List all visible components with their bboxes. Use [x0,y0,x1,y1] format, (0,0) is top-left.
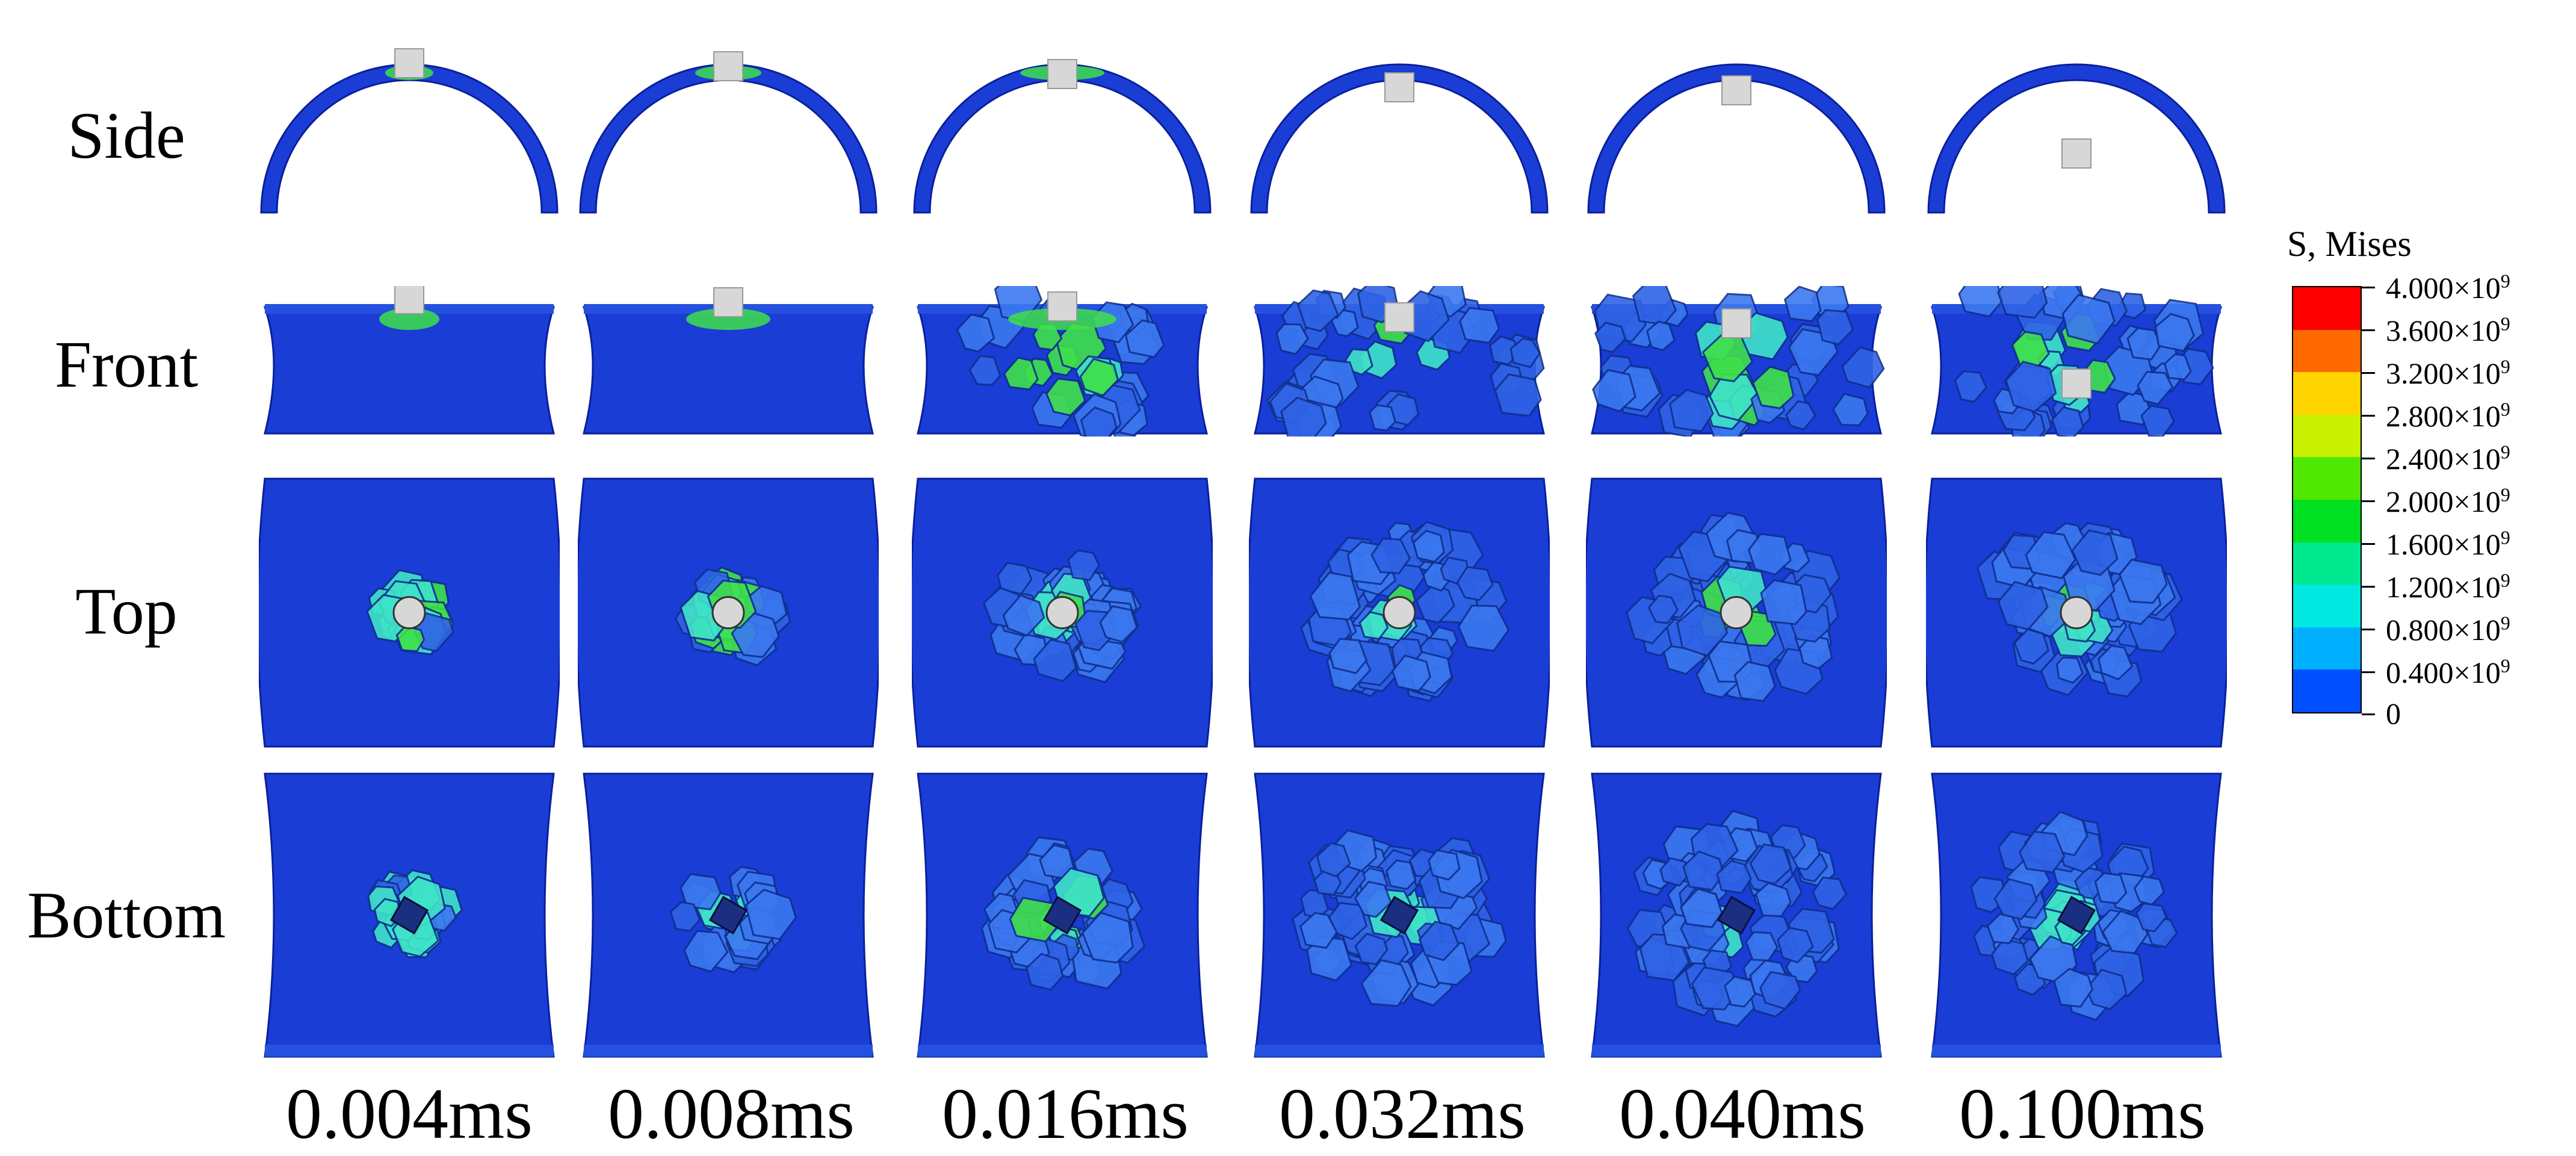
legend-swatch [2293,670,2361,712]
legend-tick-label: 3.200×109 [2362,356,2510,388]
time-label-4: 0.040ms [1618,1074,1866,1154]
panel-top-4 [1586,476,1887,750]
legend-tick-label: 2.800×109 [2362,399,2510,431]
legend-tick-label: 1.600×109 [2362,527,2510,559]
time-label-2: 0.016ms [941,1074,1189,1154]
time-label-3: 0.032ms [1278,1074,1526,1154]
time-label-0: 0.004ms [285,1074,533,1154]
panel-top-1 [578,476,879,750]
legend-swatch [2293,457,2361,500]
legend-tick-label: 4.000×109 [2362,271,2510,303]
row-label-front: Front [54,328,199,401]
panel-side-4 [1586,33,1887,214]
legend-tick-label: 0.400×109 [2362,656,2510,688]
panel-bottom-3 [1249,771,1550,1060]
legend-swatch [2293,542,2361,585]
legend-tick-label: 2.400×109 [2362,442,2510,474]
time-label-5: 0.100ms [1958,1074,2206,1154]
panel-bottom-2 [912,771,1213,1060]
panel-bottom-0 [259,771,560,1060]
time-label-1: 0.008ms [607,1074,855,1154]
panel-top-5 [1926,476,2227,750]
panel-side-1 [578,33,879,214]
row-label-bottom: Bottom [26,878,226,952]
legend-swatch [2293,372,2361,415]
panel-bottom-4 [1586,771,1887,1060]
panel-front-1 [578,286,879,437]
panel-bottom-1 [578,771,879,1060]
legend-swatch [2293,499,2361,542]
panel-front-0 [259,286,560,437]
row-label-top: Top [75,574,178,648]
panel-front-4 [1586,286,1887,437]
row-label-side: Side [67,99,185,172]
legend-tick-label: 1.200×109 [2362,570,2510,602]
panel-bottom-5 [1926,771,2227,1060]
panel-side-5 [1926,33,2227,214]
panel-side-0 [259,33,560,214]
panel-front-3 [1249,286,1550,437]
legend-tick-label: 0.800×109 [2362,613,2510,645]
panel-side-2 [912,33,1213,214]
panel-front-5 [1926,286,2227,437]
legend-colorbar [2292,286,2362,713]
legend-tick-label: 0 [2362,698,2401,729]
legend-swatch [2293,329,2361,373]
legend-tick-label: 3.600×109 [2362,314,2510,346]
legend-swatch [2293,627,2361,670]
legend-swatch [2293,287,2361,330]
legend-swatch [2293,414,2361,458]
legend-swatch [2293,585,2361,627]
panel-side-3 [1249,33,1550,214]
panel-top-3 [1249,476,1550,750]
panel-top-0 [259,476,560,750]
panel-front-2 [912,286,1213,437]
legend-tick-label: 2.000×109 [2362,485,2510,517]
legend-title: S, Mises [2287,224,2412,264]
panel-top-2 [912,476,1213,750]
